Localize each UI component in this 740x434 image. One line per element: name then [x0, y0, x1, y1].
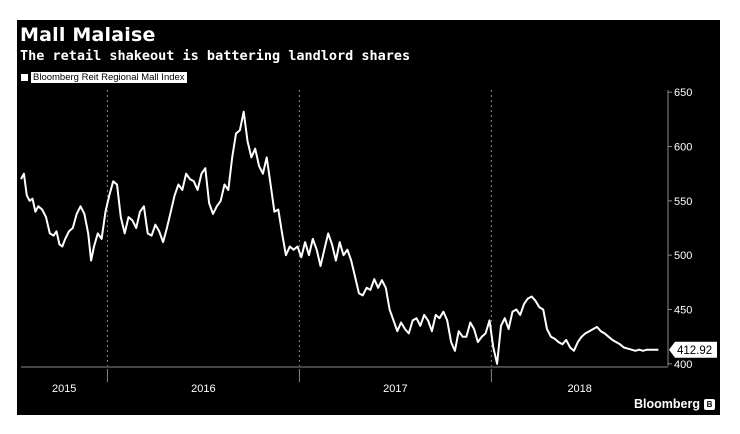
- y-tick-label: 550: [674, 196, 692, 208]
- y-tick-label: 650: [674, 87, 692, 99]
- last-value-flag: [669, 341, 717, 358]
- x-tick-label: 2018: [567, 383, 591, 395]
- y-tick-label: 600: [674, 142, 692, 154]
- y-tick-label: 400: [674, 359, 692, 371]
- legend-swatch: [21, 73, 28, 81]
- brand-name: Bloomberg: [634, 397, 700, 411]
- chart-legend: Bloomberg Reit Regional Mall Index: [21, 71, 187, 83]
- x-tick-label: 2017: [383, 383, 407, 395]
- y-tick-label: 450: [674, 304, 692, 316]
- bloomberg-b-icon: B: [704, 398, 715, 410]
- bloomberg-logo: Bloomberg B: [634, 397, 715, 411]
- line-chart: 2015 2016 2017 2018 400 450 500 550 600 650 412.92: [20, 87, 717, 395]
- chart-panel: Mall Malaise The retail shakeout is batt…: [17, 20, 720, 415]
- y-tick-label: 500: [674, 250, 692, 262]
- x-tick-label: 2015: [52, 383, 76, 395]
- x-tick-label: 2016: [191, 383, 215, 395]
- chart-title: Mall Malaise: [20, 24, 156, 46]
- series-line: [20, 110, 659, 365]
- legend-label: Bloomberg Reit Regional Mall Index: [31, 71, 187, 83]
- last-value-label: 412.92: [677, 345, 712, 357]
- chart-subtitle: The retail shakeout is battering landlor…: [20, 48, 411, 64]
